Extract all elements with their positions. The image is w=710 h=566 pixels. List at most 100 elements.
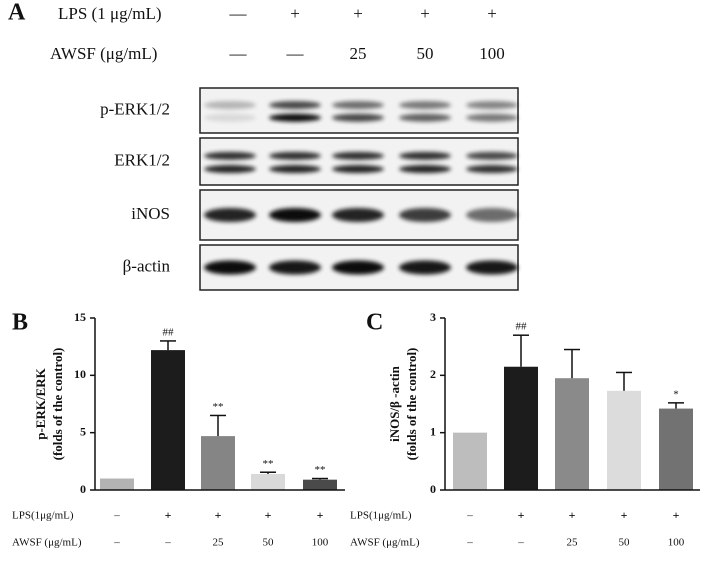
treatment-label: LPS (1 μg/mL) [58, 4, 162, 23]
treatment-label: AWSF (μg/mL) [350, 537, 420, 549]
band [466, 208, 518, 222]
band-label: β-actin [123, 256, 171, 275]
blot-frame [199, 137, 519, 186]
y-tick-label: 5 [80, 424, 86, 438]
y-tick-label: 15 [74, 310, 86, 324]
y-tick-label: 10 [74, 367, 86, 381]
bar [504, 366, 538, 490]
band [269, 260, 321, 275]
significance-label: ** [315, 464, 326, 476]
significance-label: ** [263, 458, 274, 470]
band [332, 208, 384, 222]
blot-frame [199, 87, 519, 134]
band [399, 165, 451, 174]
treatment-value: 100 [479, 44, 505, 63]
treatment-value: + [290, 4, 300, 23]
treatment-value: + [569, 508, 576, 522]
band [466, 113, 518, 122]
treatment-value: — [229, 44, 248, 63]
band [399, 101, 451, 110]
treatment-value: + [317, 508, 324, 522]
band [332, 260, 384, 275]
y-tick-label: 0 [430, 482, 436, 496]
treatment-value: + [215, 508, 222, 522]
y-axis-label: (folds of the control) [50, 348, 65, 461]
band [399, 260, 451, 275]
y-tick-label: 0 [80, 482, 86, 496]
treatment-label: LPS(1μg/mL) [350, 510, 412, 522]
treatment-value: – [113, 537, 120, 549]
bar [303, 479, 337, 490]
band [332, 165, 384, 174]
band [204, 165, 256, 174]
significance-label: * [673, 388, 679, 400]
treatment-value: 25 [567, 537, 579, 549]
bar [453, 432, 487, 490]
band [466, 165, 518, 174]
y-tick-label: 2 [430, 367, 436, 381]
bar [659, 408, 693, 490]
significance-label: ## [516, 321, 528, 333]
bar [607, 390, 641, 490]
treatment-value: 50 [619, 537, 631, 549]
treatment-value: 100 [312, 537, 329, 549]
band [204, 113, 256, 122]
treatment-value: + [673, 508, 680, 522]
band [399, 113, 451, 122]
band [332, 101, 384, 110]
band [269, 151, 321, 160]
panel-label: B [12, 310, 28, 336]
treatment-value: 25 [213, 537, 225, 549]
bar [555, 378, 589, 490]
band [269, 113, 321, 122]
treatment-value: + [518, 508, 525, 522]
band [332, 113, 384, 122]
treatment-value: + [621, 508, 628, 522]
panel-label: C [366, 310, 383, 336]
bar [251, 473, 285, 490]
treatment-value: – [466, 537, 473, 549]
y-tick-label: 1 [430, 424, 436, 438]
treatment-label: AWSF (μg/mL) [12, 537, 82, 549]
bar [201, 436, 235, 490]
treatment-value: + [487, 4, 497, 23]
bar [151, 350, 185, 490]
treatment-value: 25 [350, 44, 367, 63]
treatment-label: AWSF (μg/mL) [50, 44, 157, 63]
y-axis-label: iNOS/β -actin [387, 365, 402, 442]
band [269, 165, 321, 174]
significance-label: ## [163, 326, 175, 338]
band [466, 151, 518, 160]
treatment-value: + [353, 4, 363, 23]
treatment-value: + [420, 4, 430, 23]
y-axis-label: (folds of the control) [404, 348, 419, 461]
treatment-value: — [229, 4, 248, 23]
treatment-value: 100 [668, 537, 685, 549]
treatment-value: – [517, 537, 524, 549]
band-label: p-ERK1/2 [100, 99, 170, 118]
y-tick-label: 3 [430, 310, 436, 324]
treatment-value: 50 [263, 537, 275, 549]
band [204, 260, 256, 275]
treatment-value: + [265, 508, 272, 522]
band-label: ERK1/2 [114, 150, 170, 169]
band [466, 260, 518, 275]
treatment-label: LPS(1μg/mL) [12, 510, 74, 522]
band [399, 208, 451, 222]
treatment-value: + [165, 508, 172, 522]
treatment-value: — [286, 44, 305, 63]
significance-label: ** [213, 401, 224, 413]
band [269, 208, 321, 222]
band [332, 151, 384, 160]
band [466, 101, 518, 110]
band [399, 151, 451, 160]
treatment-value: – [164, 537, 171, 549]
treatment-value: 50 [417, 44, 434, 63]
band [204, 101, 256, 110]
panel-label: A [8, 0, 26, 26]
band-label: iNOS [131, 204, 170, 223]
bar [100, 478, 134, 490]
y-axis-label: p-ERK/ERK [33, 367, 48, 439]
